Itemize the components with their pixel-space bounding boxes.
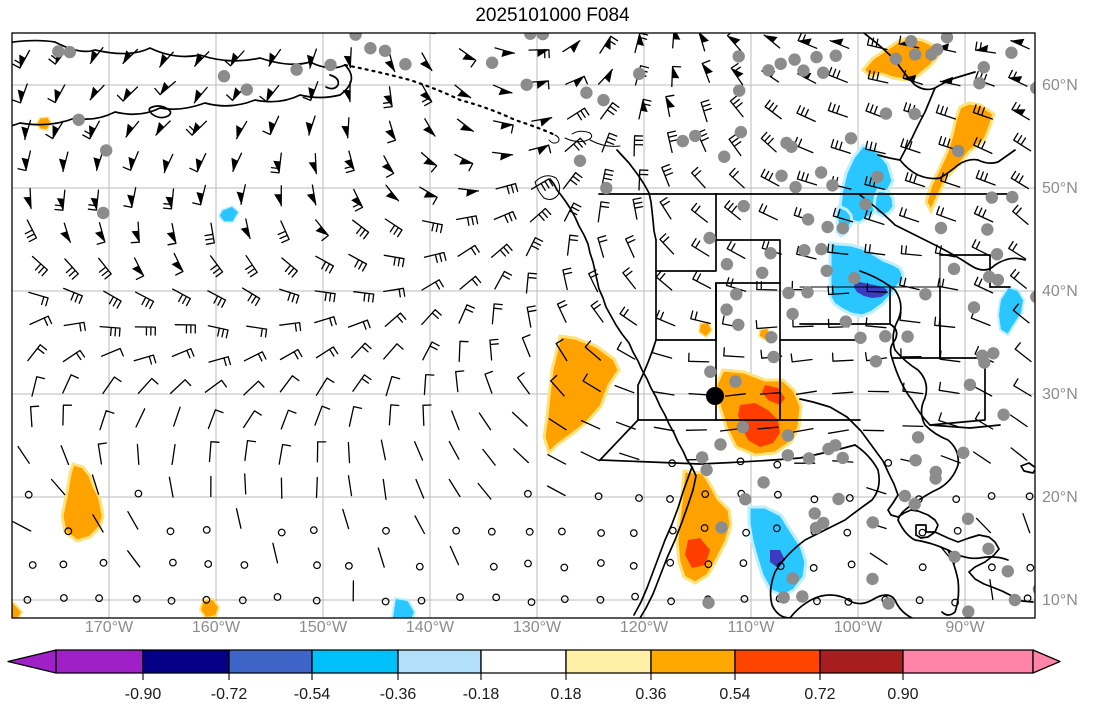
svg-text:20°N: 20°N [1042,489,1078,506]
svg-text:170°W: 170°W [85,619,134,636]
svg-text:110°W: 110°W [727,619,775,636]
svg-text:40°N: 40°N [1042,283,1078,300]
svg-text:10°N: 10°N [1042,592,1078,609]
svg-text:0.72: 0.72 [804,686,835,703]
svg-text:100°W: 100°W [834,619,883,636]
svg-text:160°W: 160°W [192,619,241,636]
svg-text:30°N: 30°N [1042,386,1078,403]
svg-text:-0.36: -0.36 [380,686,417,703]
svg-text:0.18: 0.18 [550,686,581,703]
svg-text:0.54: 0.54 [719,686,750,703]
svg-text:-0.72: -0.72 [211,686,248,703]
svg-text:130°W: 130°W [513,619,562,636]
svg-text:-0.90: -0.90 [125,686,162,703]
svg-text:90°W: 90°W [945,619,985,636]
svg-text:140°W: 140°W [406,619,455,636]
svg-text:150°W: 150°W [299,619,348,636]
svg-text:0.36: 0.36 [635,686,666,703]
svg-text:-0.54: -0.54 [294,686,331,703]
svg-text:-0.18: -0.18 [463,686,500,703]
svg-text:50°N: 50°N [1042,180,1078,197]
svg-text:120°W: 120°W [620,619,669,636]
svg-text:0.90: 0.90 [887,686,918,703]
svg-text:60°N: 60°N [1042,77,1078,94]
